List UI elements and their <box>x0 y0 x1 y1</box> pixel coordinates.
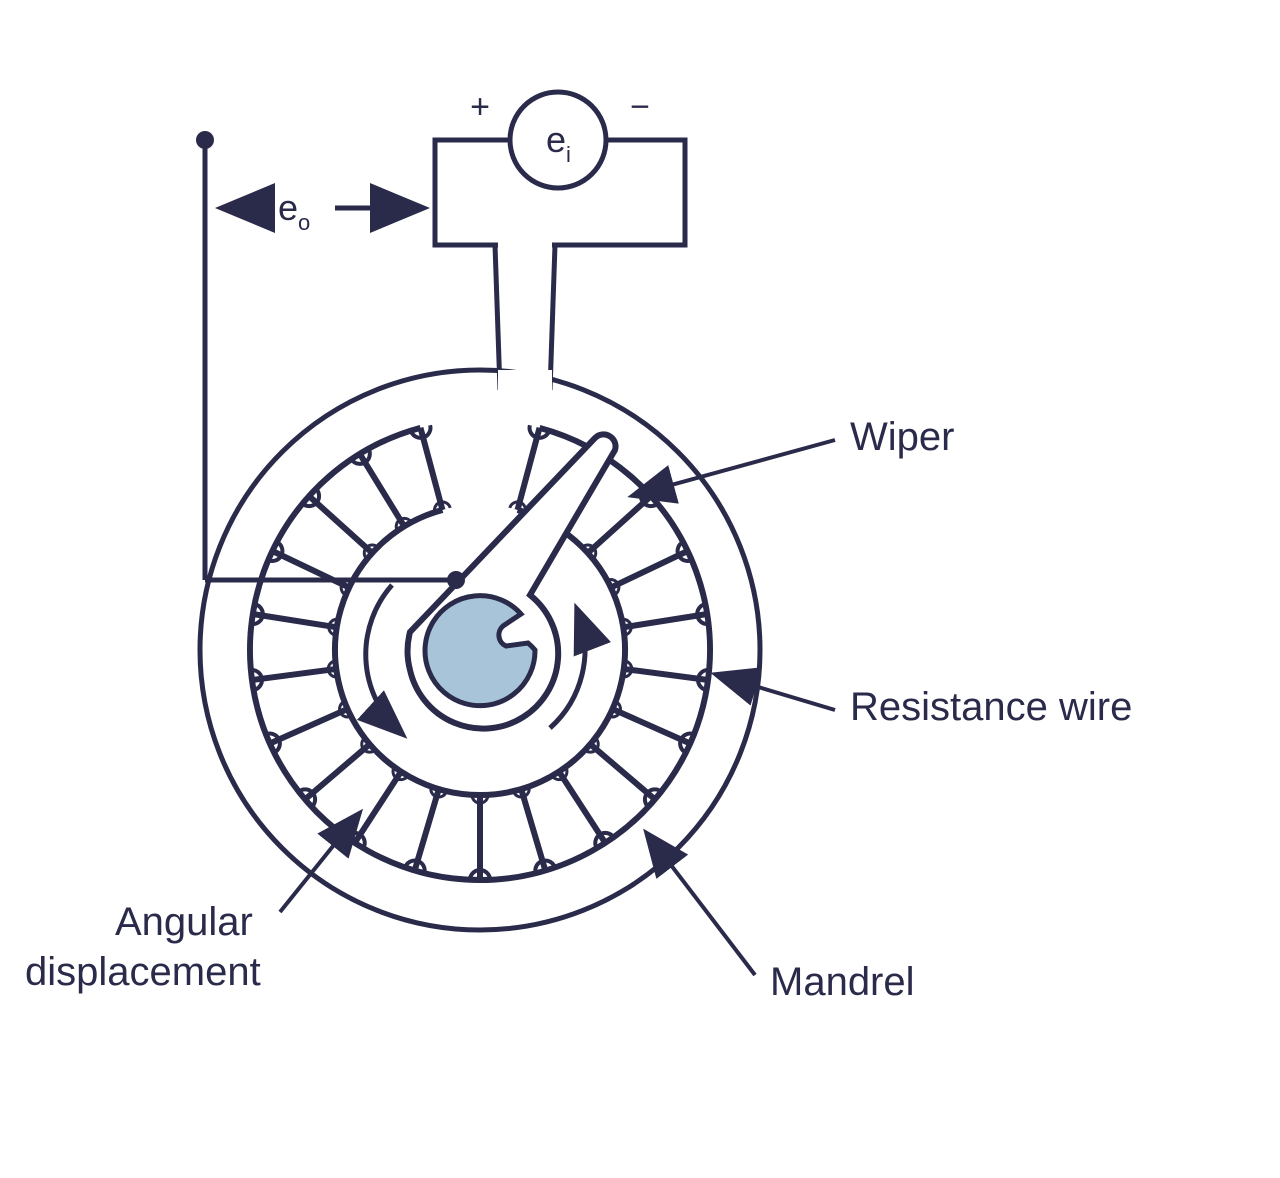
plus-symbol: + <box>470 88 490 126</box>
svg-text:Resistance wire: Resistance wire <box>850 685 1132 729</box>
hub <box>425 596 535 706</box>
output-label-group: eo <box>225 187 420 235</box>
svg-text:displacement: displacement <box>25 950 261 994</box>
label-resistance-wire: Resistance wire <box>718 675 1132 729</box>
label-mandrel: Mandrel <box>648 835 915 1004</box>
svg-text:eo: eo <box>278 187 310 235</box>
minus-symbol: − <box>630 88 650 126</box>
output-terminal <box>196 131 465 589</box>
label-angular-displacement: Angular displacement <box>25 815 358 994</box>
svg-text:Mandrel: Mandrel <box>770 960 915 1004</box>
svg-text:Wiper: Wiper <box>850 415 954 459</box>
svg-text:Angular: Angular <box>115 900 253 944</box>
potentiometer-diagram: ei + − eo Wiper Resistance wire <box>0 0 1280 1178</box>
diagram-svg: ei + − eo Wiper Resistance wire <box>0 0 1280 1178</box>
terminal-funnel <box>495 245 555 390</box>
